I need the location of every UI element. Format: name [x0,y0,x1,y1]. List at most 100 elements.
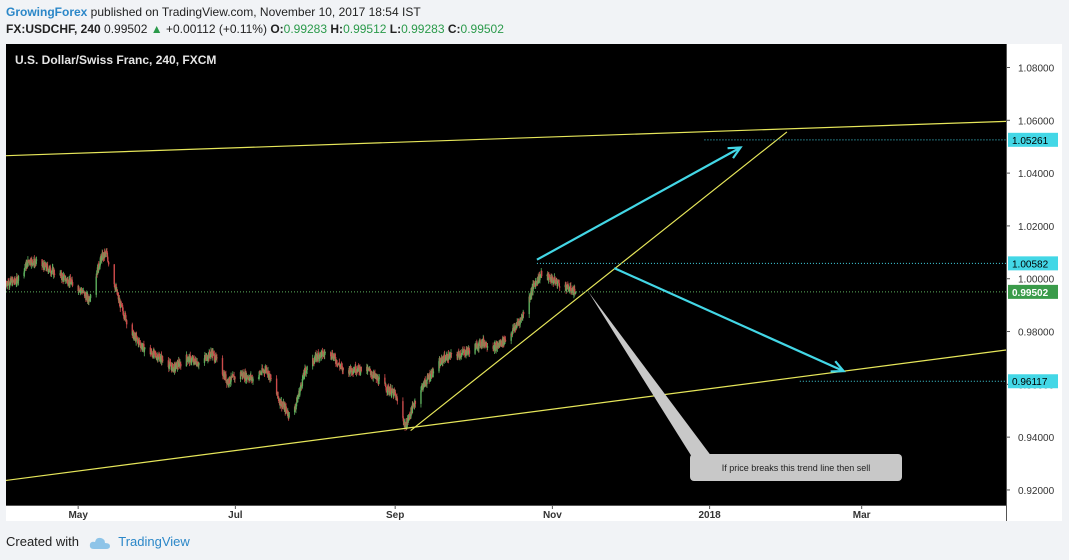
candle-body [279,399,282,406]
candle-body [384,377,386,384]
candle-body [385,383,387,388]
candle-body [120,301,122,305]
y-tick-label: 0.94000 [1018,433,1055,444]
candle-body [278,398,280,401]
candle-body [461,352,463,354]
candle-body [98,263,100,269]
candle-body [195,361,197,365]
candle-body [240,372,242,376]
candle-body [162,359,164,361]
tradingview-link[interactable]: TradingView [118,534,190,549]
candle-body [23,272,25,276]
candle-body [153,350,156,352]
candle-body [385,387,387,391]
candle-body [351,368,353,373]
open-label: O: [270,22,284,36]
candle-body [480,345,482,347]
candle-body [208,351,211,355]
candle-body [189,355,191,363]
candle-body [321,351,324,357]
candle-body [43,262,46,266]
candle-body [122,315,125,317]
candle-body [66,279,68,282]
candle-body [339,364,341,368]
candle-body [492,346,494,349]
candle-body [229,382,231,384]
candle-body [461,352,463,356]
candle-body [495,344,497,352]
price-axis [1006,44,1062,521]
candle-body [494,344,496,346]
level-price-label: 0.96117 [1012,377,1048,388]
candle-body [349,371,351,374]
time-axis [6,505,1006,521]
candle-body [95,276,97,295]
candle-body [503,338,505,345]
candle-body [550,277,552,282]
candle-body [303,376,305,378]
candle-body [138,340,140,342]
candle-body [449,355,451,357]
candle-body [513,327,516,330]
candle-body [448,355,450,359]
candle-body [442,358,444,360]
candle-body [142,343,144,348]
candle-body [11,278,14,286]
candle-body [107,262,110,265]
candle-body [386,390,388,392]
candle-body [114,287,117,290]
candle-body [78,287,80,292]
symbol-label: FX:USDCHF, 240 [6,22,101,36]
candle-body [191,358,193,360]
candle-body [135,335,137,342]
candle-body [35,259,38,261]
candle-body [395,396,398,401]
candle-body [467,350,469,354]
candle-body [25,263,28,268]
candle-body [212,352,215,354]
candle-body [123,315,125,319]
candle-body [357,367,359,372]
candle-body [230,375,232,382]
candle-body [141,347,144,349]
candle-body [125,315,127,322]
candle-body [516,321,518,326]
candle-body [8,281,10,286]
level-price-label: 1.05261 [1012,136,1049,147]
candle-body [330,356,333,358]
candle-body [403,421,405,425]
candle-body [539,276,541,281]
y-tick-label: 1.08000 [1018,63,1055,74]
chart-panel[interactable]: U.S. Dollar/Swiss Franc, 240, FXCM 1.0800… [6,44,1062,521]
candle-body [458,351,460,354]
candle-body [314,355,316,359]
candle-body [391,388,394,393]
candle-body [438,361,440,372]
candle-body [209,354,212,357]
candle-body [258,375,260,378]
candle-body [426,379,428,385]
price-chart[interactable]: U.S. Dollar/Swiss Franc, 240, FXCM 1.0800… [6,44,1062,521]
candle-body [89,298,91,300]
candle-body [410,407,412,417]
candle-body [410,407,413,411]
candle-body [296,397,299,403]
candle-body [568,288,570,292]
candle-body [12,278,14,281]
candle-body [331,352,334,358]
candle-body [53,273,56,275]
candle-body [99,261,101,267]
x-tick-label: 2018 [698,510,721,521]
candle-body [430,374,432,379]
candle-body [464,355,466,357]
candle-body [150,350,153,353]
candle-body [203,358,206,363]
candle-body [137,339,139,341]
candle-body [546,274,548,277]
direction-arrow [536,146,743,261]
candle-body [190,359,193,362]
author-link[interactable]: GrowingForex [6,5,88,19]
candle-body [378,378,380,385]
candle-body [106,252,109,258]
candle-body [186,358,188,362]
